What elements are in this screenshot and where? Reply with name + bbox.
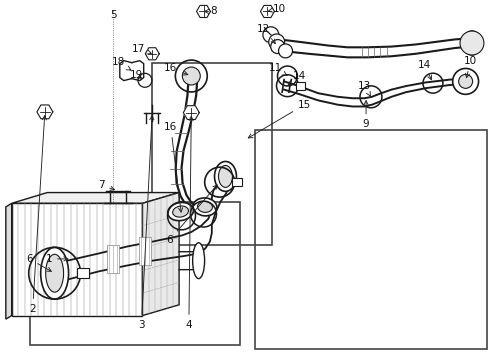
Text: 18: 18	[111, 57, 131, 70]
Text: 14: 14	[418, 59, 432, 80]
Circle shape	[182, 67, 200, 85]
Polygon shape	[143, 193, 179, 316]
Text: 12: 12	[257, 24, 275, 44]
Polygon shape	[37, 105, 53, 119]
Text: 13: 13	[358, 81, 371, 96]
Polygon shape	[183, 106, 199, 120]
Bar	[152, 63, 272, 244]
Text: 17: 17	[132, 44, 151, 54]
Bar	[76, 268, 89, 278]
Ellipse shape	[168, 202, 194, 221]
Text: 4: 4	[186, 116, 193, 330]
Polygon shape	[12, 193, 179, 203]
Circle shape	[278, 44, 293, 58]
Text: 2: 2	[29, 116, 47, 314]
Bar	[30, 202, 240, 345]
Circle shape	[269, 34, 285, 50]
Circle shape	[460, 31, 484, 55]
Text: 3: 3	[138, 116, 154, 330]
Bar	[296, 82, 305, 90]
Text: 10: 10	[464, 56, 477, 78]
Text: 1: 1	[46, 254, 68, 264]
Text: 5: 5	[110, 10, 117, 20]
Text: 7: 7	[98, 180, 115, 190]
Polygon shape	[146, 48, 159, 60]
Text: 10: 10	[269, 4, 286, 14]
Polygon shape	[12, 203, 143, 316]
Circle shape	[271, 40, 285, 54]
Ellipse shape	[463, 31, 481, 55]
Ellipse shape	[193, 243, 205, 279]
Ellipse shape	[197, 201, 213, 212]
Ellipse shape	[215, 162, 237, 192]
Polygon shape	[196, 5, 211, 18]
Text: 16: 16	[164, 122, 183, 212]
Text: 16: 16	[164, 63, 188, 75]
Ellipse shape	[193, 198, 217, 216]
Text: 6: 6	[166, 185, 217, 245]
Text: 8: 8	[204, 6, 217, 17]
Ellipse shape	[41, 247, 69, 299]
Polygon shape	[6, 203, 12, 319]
Text: 14: 14	[288, 71, 306, 85]
Bar	[107, 245, 119, 273]
Bar	[255, 130, 487, 348]
Bar	[232, 178, 242, 186]
Text: 9: 9	[363, 100, 369, 129]
Text: 15: 15	[248, 100, 311, 138]
Circle shape	[263, 27, 279, 43]
Polygon shape	[261, 5, 274, 18]
Text: 6: 6	[26, 254, 51, 271]
Ellipse shape	[172, 206, 189, 217]
Text: 11: 11	[269, 63, 287, 76]
Ellipse shape	[219, 166, 232, 187]
Circle shape	[459, 75, 472, 88]
Circle shape	[453, 68, 479, 94]
Text: 19: 19	[130, 70, 143, 80]
Ellipse shape	[46, 254, 64, 292]
Bar	[139, 237, 151, 265]
